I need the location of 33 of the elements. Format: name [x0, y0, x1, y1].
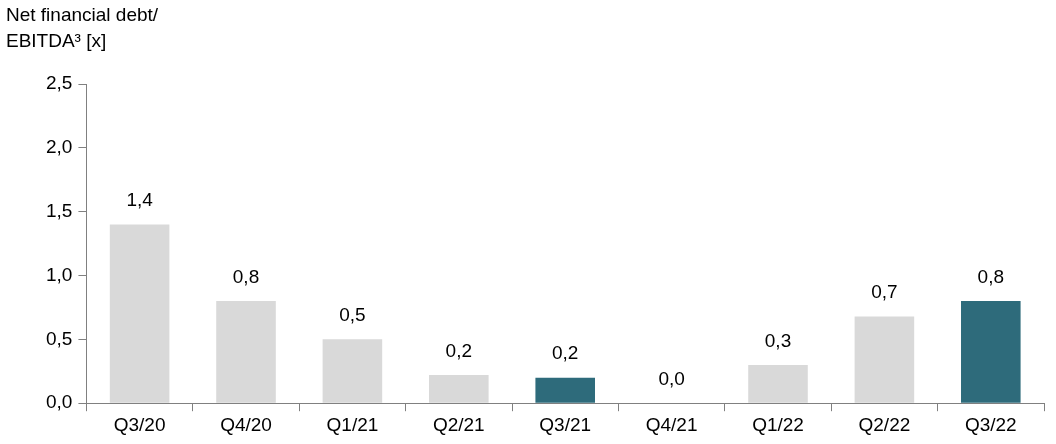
data-label: 0,2	[552, 342, 579, 364]
data-label: 0,2	[445, 339, 473, 361]
y-tick-label: 0,5	[45, 327, 73, 349]
bar	[748, 364, 808, 403]
bar	[535, 377, 595, 403]
bar	[322, 339, 383, 403]
data-label: 0,8	[232, 265, 260, 287]
y-tick-label: 2,0	[45, 136, 73, 158]
data-label: 0,5	[339, 304, 366, 326]
x-tick-label: Q3/21	[539, 413, 592, 435]
bar	[216, 301, 276, 403]
x-tick-label: Q2/21	[432, 413, 485, 435]
y-tick-label: 2,5	[45, 72, 73, 94]
x-tick-label: Q1/22	[752, 413, 804, 435]
x-tick-label: Q4/20	[220, 413, 272, 435]
data-label: 0,7	[871, 281, 898, 303]
data-label: 0,8	[977, 265, 1005, 287]
x-tick-label: Q3/22	[964, 413, 1017, 435]
bar	[961, 301, 1021, 403]
data-label: 1,4	[126, 189, 154, 211]
data-label: 0,0	[658, 367, 685, 389]
x-tick-label: Q2/22	[858, 413, 911, 435]
data-label: 0,3	[764, 329, 792, 351]
x-tick-label: Q3/20	[113, 413, 166, 435]
y-axis-title: Net financial debt/ EBITDA³ [x]	[6, 3, 160, 53]
x-tick-label: Q1/21	[326, 413, 379, 435]
y-tick-label: 0,0	[45, 391, 73, 413]
bar	[429, 375, 489, 403]
y-tick-label: 1,5	[45, 199, 73, 221]
y-tick-label: 1,0	[45, 263, 73, 285]
bar	[854, 316, 915, 403]
x-tick-label: Q4/21	[645, 413, 698, 435]
bar	[109, 224, 170, 403]
